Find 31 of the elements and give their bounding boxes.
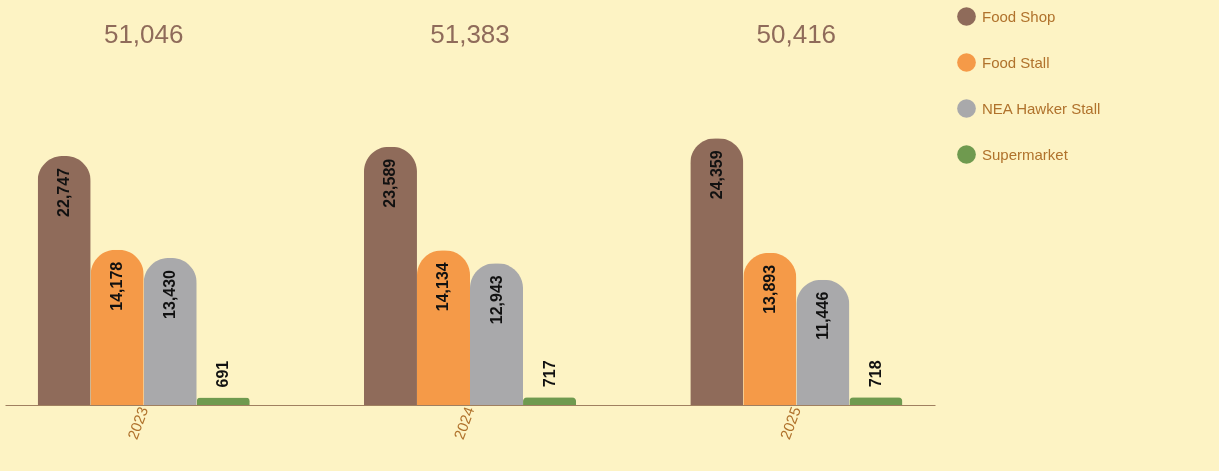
data-label: 22,747 <box>55 167 73 217</box>
data-label: 718 <box>866 360 884 388</box>
x-tick-label: 2023 <box>123 404 152 442</box>
data-label: 24,359 <box>707 150 725 200</box>
bar <box>90 249 144 405</box>
legend-label: NEA Hawker Stall <box>982 99 1101 117</box>
data-label: 14,178 <box>108 261 126 311</box>
bar <box>363 146 417 405</box>
text: 51,383 <box>430 19 510 49</box>
data-label: 14,134 <box>434 262 452 312</box>
bar <box>143 257 197 405</box>
data-label: 11,446 <box>813 291 831 340</box>
bar <box>37 155 91 405</box>
data-label: 23,589 <box>381 158 399 208</box>
data-label: 13,430 <box>161 269 179 319</box>
bar <box>196 397 250 405</box>
legend-label: Supermarket <box>982 145 1069 163</box>
bar <box>690 138 744 405</box>
data-label: 691 <box>214 360 232 388</box>
x-tick-label: 2024 <box>450 404 478 442</box>
data-label: 12,943 <box>487 275 505 325</box>
text: 50,416 <box>756 19 837 49</box>
legend-label: Food Shop <box>982 7 1056 25</box>
bar <box>416 250 470 405</box>
text: 51,046 <box>103 19 184 49</box>
x-tick-label: 2025 <box>776 404 804 442</box>
data-label: 717 <box>540 360 558 388</box>
legend-label: Food Stall <box>982 53 1050 71</box>
bar <box>470 263 524 405</box>
data-label: 13,893 <box>760 264 778 314</box>
bar <box>743 252 797 405</box>
